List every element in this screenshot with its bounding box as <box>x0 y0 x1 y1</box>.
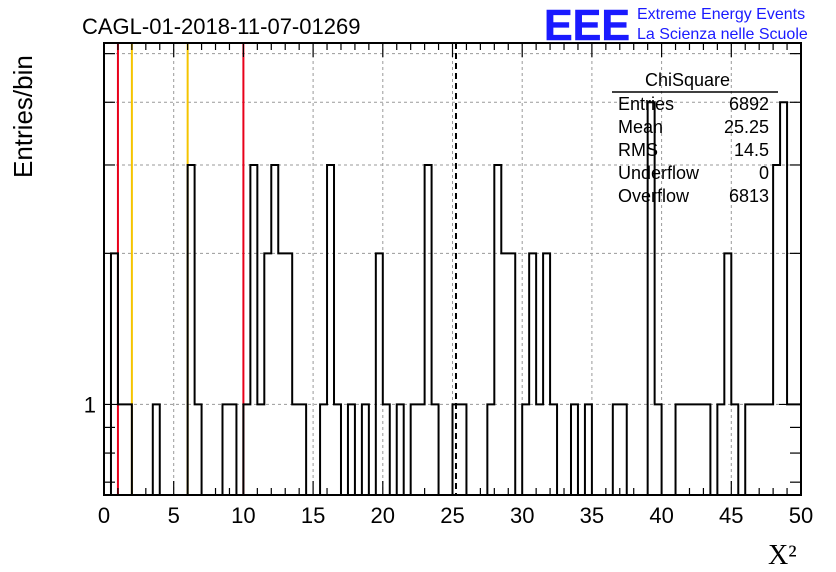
y-tick-label: 1 <box>84 392 96 417</box>
y-tick-labels: 1 <box>84 392 96 417</box>
stats-title: ChiSquare <box>645 70 730 90</box>
histogram-bin <box>285 253 292 495</box>
x-tick-label: 15 <box>301 503 325 528</box>
histogram-bin <box>696 404 703 495</box>
x-axis-label: X² <box>768 540 797 571</box>
histogram-bin <box>229 404 236 495</box>
histogram-bin <box>724 253 731 495</box>
histogram-bin <box>585 404 592 495</box>
x-tick-label: 20 <box>371 503 395 528</box>
stats-label: Overflow <box>618 186 690 206</box>
stats-box: ChiSquare Entries 6892 Mean 25.25 RMS 14.5 Und… <box>612 70 778 206</box>
histogram-bin <box>529 253 536 495</box>
logo-line-1: Extreme Energy Events <box>637 6 805 23</box>
stats-value: 0 <box>759 163 769 183</box>
histogram-bin <box>689 404 696 495</box>
histogram-bin <box>264 253 271 495</box>
stats-rows: Entries 6892 Mean 25.25 RMS 14.5 Underflow 0 Ove… <box>618 94 769 206</box>
histogram-bin <box>111 253 118 495</box>
histogram-bin <box>362 404 369 495</box>
histogram-bin <box>376 253 383 495</box>
histogram-bin <box>648 102 655 495</box>
histogram-bin <box>425 165 432 495</box>
histogram-bin <box>327 165 334 495</box>
histogram-bin <box>292 404 299 495</box>
histogram-bin <box>717 404 724 495</box>
histogram-bin <box>432 404 439 495</box>
histogram-bin <box>195 404 202 495</box>
histogram-bin <box>522 404 529 495</box>
eee-logo: EEE Extreme Energy Events La Scienza nel… <box>544 1 808 51</box>
histogram-bin <box>550 404 557 495</box>
x-tick-label: 35 <box>580 503 604 528</box>
histogram-bin <box>397 404 404 495</box>
y-axis-label: Entries/bin <box>8 55 38 178</box>
histogram-bin <box>703 404 710 495</box>
histogram-bin <box>153 404 160 495</box>
histogram-bin <box>655 404 662 495</box>
stats-value: 25.25 <box>724 117 769 137</box>
x-tick-label: 10 <box>231 503 255 528</box>
histogram-bin <box>508 253 515 495</box>
histogram-bin <box>487 404 494 495</box>
histogram-bin <box>759 404 766 495</box>
x-tick-label: 25 <box>440 503 464 528</box>
x-tick-label: 40 <box>649 503 673 528</box>
histogram-bin <box>787 404 794 495</box>
histogram-bin <box>676 404 683 495</box>
logo-line-2: La Scienza nelle Scuole <box>637 26 808 43</box>
axes <box>103 42 802 496</box>
histogram-bin <box>278 253 285 495</box>
histogram-bin <box>118 404 125 495</box>
stats-value: 6892 <box>729 94 769 114</box>
stats-value: 14.5 <box>734 140 769 160</box>
stats-label: Mean <box>618 117 663 137</box>
histogram-bin <box>766 404 773 495</box>
histogram-bin <box>257 404 264 495</box>
histogram-bin <box>348 404 355 495</box>
histogram-bin <box>620 404 627 495</box>
histogram-bin <box>125 404 132 495</box>
histogram-bin <box>188 165 195 495</box>
x-tick-label: 45 <box>719 503 743 528</box>
histogram-bin <box>773 165 780 495</box>
histogram-bin <box>459 404 466 495</box>
histogram-bin <box>731 404 738 495</box>
stats-value: 6813 <box>729 186 769 206</box>
stats-label: RMS <box>618 140 658 160</box>
histogram-bin <box>745 404 752 495</box>
x-tick-label: 50 <box>789 503 813 528</box>
histogram-bin <box>571 404 578 495</box>
histogram-bin <box>536 404 543 495</box>
histogram-bin <box>543 253 550 495</box>
histogram-bin <box>453 404 460 495</box>
x-tick-labels: 0 5 10 15 20 25 30 35 40 45 50 <box>98 503 813 528</box>
histogram-bin <box>418 404 425 495</box>
logo-letters: EEE <box>544 1 630 50</box>
stats-label: Underflow <box>618 163 700 183</box>
histogram-bin <box>334 404 341 495</box>
stats-label: Entries <box>618 94 674 114</box>
histogram-bin <box>250 165 257 495</box>
chart-title: CAGL-01-2018-11-07-01269 <box>82 14 360 39</box>
histogram-bin <box>299 404 306 495</box>
histogram-bin <box>494 165 501 495</box>
histogram-bin <box>411 404 418 495</box>
histogram-bin <box>752 404 759 495</box>
histogram-bin <box>794 404 801 495</box>
histogram-bin <box>780 102 787 495</box>
histogram-bin <box>222 404 229 495</box>
histogram-bin <box>383 404 390 495</box>
histogram-bin <box>271 165 278 495</box>
x-tick-label: 30 <box>510 503 534 528</box>
histogram-bin <box>243 404 250 495</box>
x-tick-label: 5 <box>168 503 180 528</box>
histogram-bin <box>320 404 327 495</box>
histogram-bin <box>683 404 690 495</box>
histogram-bin <box>501 253 508 495</box>
histogram-bars <box>104 101 802 496</box>
histogram-bin <box>613 404 620 495</box>
x-tick-label: 0 <box>98 503 110 528</box>
